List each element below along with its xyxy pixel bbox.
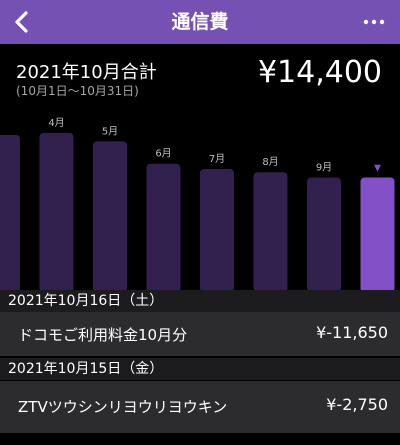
chart-bar[interactable] (200, 169, 234, 290)
chart-bar[interactable] (93, 141, 127, 290)
chart-bar[interactable] (0, 135, 20, 290)
more-dots-icon (363, 19, 385, 25)
chart-month-label: 5月 (102, 125, 118, 137)
more-button[interactable] (362, 10, 386, 34)
chart-bar[interactable] (307, 177, 341, 291)
period-total-label: 2021年10月合計 (16, 62, 157, 83)
period-total-amount: ¥14,400 (257, 55, 382, 90)
chart-month-label: 7月 (209, 153, 225, 165)
transaction-amount: ¥-11,650 (316, 323, 388, 342)
date-header: 2021年10月15日（金） (0, 358, 400, 380)
transaction-row[interactable]: ZTVツウシンリヨウリヨウキン ¥-2,750 (0, 381, 400, 433)
chart-month-label: 8月 (262, 156, 278, 168)
chart-month-label: 4月 (48, 117, 64, 129)
top-bar: 通信費 (0, 0, 400, 44)
chart-bar[interactable] (146, 163, 181, 290)
date-header: 2021年10月16日（土） (0, 290, 400, 312)
chevron-left-icon (15, 11, 28, 33)
monthly-bar-chart[interactable]: 4月 5月 6月 7月 8月 9月 ▼ (0, 112, 400, 290)
transaction-amount: ¥-2,750 (326, 395, 388, 414)
transaction-row[interactable]: ドコモご利用料金10月分 ¥-11,650 (0, 312, 400, 356)
chart-bar[interactable] (253, 172, 288, 290)
selected-marker-icon: ▼ (374, 164, 381, 174)
transaction-name: ドコモご利用料金10月分 (18, 326, 188, 344)
chart-month-label: 6月 (155, 148, 171, 160)
transaction-name: ZTVツウシンリヨウリヨウキン (18, 398, 228, 416)
period-range: (10月1日〜10月31日) (16, 84, 139, 98)
chart-bar[interactable] (39, 132, 74, 290)
chart-month-label: 9月 (316, 162, 332, 174)
chart-bar-selected[interactable] (360, 177, 395, 291)
page-title: 通信費 (171, 11, 229, 33)
back-button[interactable] (6, 4, 42, 40)
